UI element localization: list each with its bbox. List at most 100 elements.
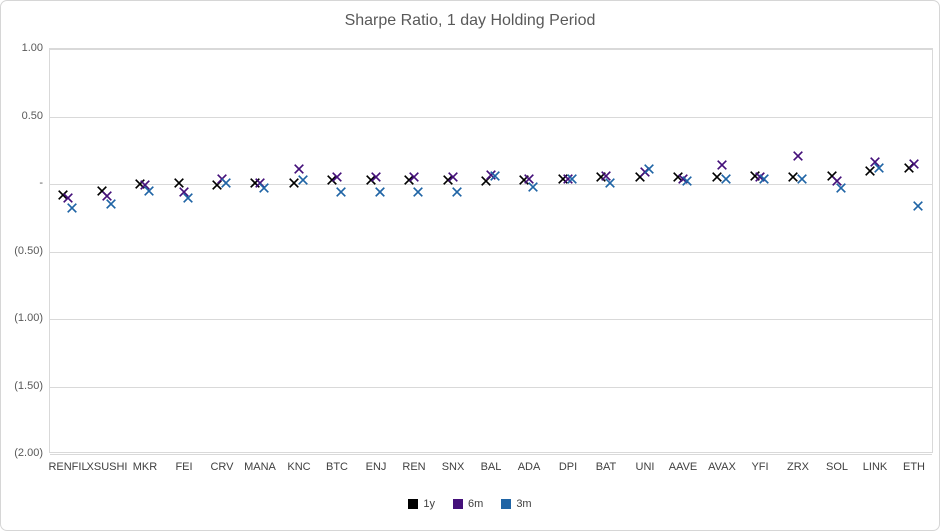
y-tick-label: (1.50) [14, 380, 43, 392]
marker-6m-BTC [332, 172, 342, 182]
marker-3m-AAVE [682, 176, 692, 186]
legend-label: 1y [423, 498, 436, 510]
gridline [50, 387, 932, 388]
x-category-label: ZRX [787, 461, 809, 473]
x-category-label: KNC [287, 461, 311, 473]
marker-6m-ADA [524, 174, 534, 184]
marker-3m-ENJ [375, 187, 385, 197]
y-tick-label: (0.50) [14, 245, 43, 257]
x-category-label: MKR [132, 461, 158, 473]
x-category-label: ADA [517, 461, 541, 473]
x-category-label: REN [402, 461, 426, 473]
gridline [50, 454, 932, 455]
x-category-label: YFI [751, 461, 769, 473]
marker-1y-ENJ [366, 175, 376, 185]
marker-6m-SNX [448, 172, 458, 182]
marker-1y-ZRX [788, 172, 798, 182]
marker-3m-MANA [259, 183, 269, 193]
marker-1y-SNX [443, 175, 453, 185]
marker-6m-ZRX [793, 151, 803, 161]
marker-6m-AVAX [717, 160, 727, 170]
gridline [50, 319, 932, 320]
marker-6m-RENFIL [63, 193, 73, 203]
y-tick-label: (2.00) [14, 447, 43, 459]
gridline [50, 117, 932, 118]
plot-area [49, 48, 933, 455]
marker-6m-FEI [179, 187, 189, 197]
gridline [50, 49, 932, 50]
marker-3m-UNI [644, 164, 654, 174]
x-category-label: ENJ [365, 461, 387, 473]
marker-3m-CRV [221, 178, 231, 188]
marker-3m-REN [413, 187, 423, 197]
x-category-label: MANA [244, 461, 276, 473]
marker-3m-ZRX [797, 174, 807, 184]
marker-3m-SOL [836, 183, 846, 193]
marker-3m-SNX [452, 187, 462, 197]
marker-6m-DPI [563, 174, 573, 184]
marker-6m-XSUSHI [102, 191, 112, 201]
x-category-label: AVAX [708, 461, 736, 473]
marker-6m-REN [409, 172, 419, 182]
marker-3m-XSUSHI [106, 199, 116, 209]
legend-item-6m[interactable]: 6m [453, 498, 483, 510]
chart-title: Sharpe Ratio, 1 day Holding Period [344, 12, 596, 29]
y-tick-label: 1.00 [21, 42, 43, 54]
marker-1y-FEI [174, 178, 184, 188]
x-category-label: CRV [210, 461, 234, 473]
x-category-label: FEI [175, 461, 193, 473]
marker-3m-BAL [490, 171, 500, 181]
marker-3m-LINK [874, 163, 884, 173]
legend-item-1y[interactable]: 1y [408, 498, 435, 510]
marker-6m-BAT [601, 171, 611, 181]
legend: 1y 6m 3m [1, 494, 939, 514]
y-tick-label: (1.00) [14, 312, 43, 324]
marker-6m-KNC [294, 164, 304, 174]
y-tick-label: 0.50 [21, 110, 43, 122]
gridline [50, 184, 932, 185]
marker-3m-AVAX [721, 174, 731, 184]
marker-3m-FEI [183, 193, 193, 203]
marker-1y-REN [404, 175, 414, 185]
x-category-label: DPI [558, 461, 578, 473]
marker-1y-AVAX [712, 172, 722, 182]
marker-1y-LINK [865, 166, 875, 176]
marker-1y-KNC [289, 178, 299, 188]
legend-label: 3m [516, 498, 532, 510]
marker-6m-LINK [870, 157, 880, 167]
legend-swatch-6m [453, 499, 464, 509]
x-category-label: SOL [825, 461, 848, 473]
marker-6m-MKR [140, 180, 150, 190]
x-category-label: RENFIL [48, 461, 88, 473]
marker-3m-RENFIL [67, 203, 77, 213]
marker-3m-ADA [528, 182, 538, 192]
marker-1y-AAVE [673, 172, 683, 182]
marker-3m-BAT [605, 178, 615, 188]
gridline [50, 252, 932, 253]
x-category-label: BAT [595, 461, 617, 473]
marker-1y-BTC [327, 175, 337, 185]
marker-6m-ENJ [371, 172, 381, 182]
marker-6m-SOL [832, 176, 842, 186]
marker-3m-YFI [759, 174, 769, 184]
x-category-label: ETH [903, 461, 925, 473]
marker-3m-ETH [913, 201, 923, 211]
x-category-label: UNI [635, 461, 655, 473]
legend-label: 6m [468, 498, 484, 510]
marker-3m-BTC [336, 187, 346, 197]
x-category-label: BTC [326, 461, 348, 473]
marker-6m-ETH [909, 159, 919, 169]
marker-1y-RENFIL [58, 190, 68, 200]
x-category-label: BAL [480, 461, 502, 473]
marker-3m-MKR [144, 186, 154, 196]
legend-swatch-3m [501, 499, 512, 509]
y-tick-label: - [39, 177, 43, 189]
marker-3m-DPI [567, 174, 577, 184]
x-category-label: LINK [862, 461, 888, 473]
legend-swatch-1y [408, 499, 419, 509]
marker-3m-KNC [298, 175, 308, 185]
x-category-label: SNX [441, 461, 465, 473]
legend-item-3m[interactable]: 3m [501, 498, 532, 510]
x-category-label: AAVE [668, 461, 698, 473]
